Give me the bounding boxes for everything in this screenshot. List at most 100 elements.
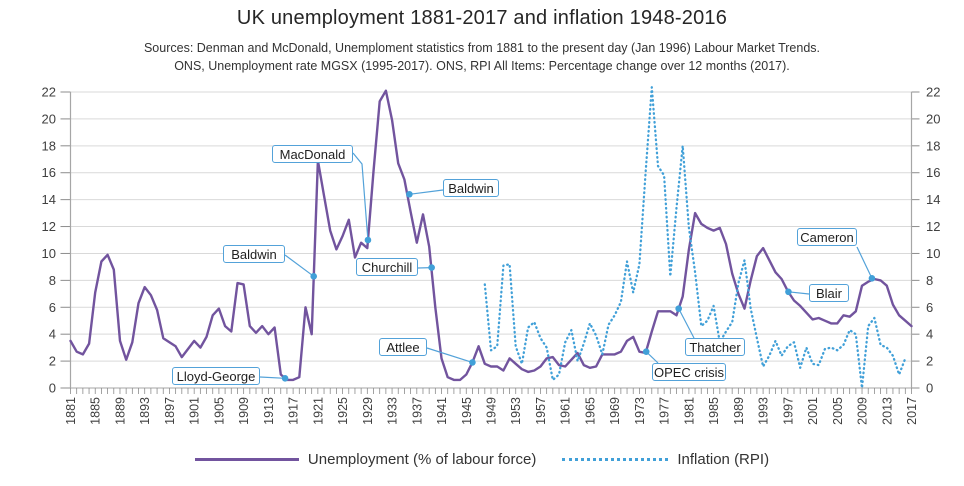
annotation-baldwin: Baldwin — [223, 245, 285, 263]
x-axis-label: 1969 — [608, 397, 622, 425]
y-axis-label-left: 10 — [42, 246, 56, 261]
x-axis-label: 1925 — [336, 397, 350, 425]
y-axis-label-right: 0 — [926, 381, 933, 396]
y-axis-label-left: 0 — [49, 381, 56, 396]
annotation-dot — [868, 275, 876, 282]
x-axis-label: 1921 — [311, 397, 325, 425]
x-axis-label: 2017 — [905, 397, 919, 425]
annotation-leader — [284, 254, 315, 277]
x-axis-label: 1913 — [262, 397, 276, 425]
y-axis-label-right: 18 — [926, 138, 940, 153]
annotation-dot — [310, 273, 318, 280]
annotation-churchill: Churchill — [356, 258, 418, 276]
annotation-macdonald: MacDonald — [272, 145, 353, 163]
y-axis-label-left: 22 — [42, 85, 56, 100]
y-axis-label-left: 2 — [49, 354, 56, 369]
unemployment-line-swatch — [194, 458, 299, 461]
annotation-dot — [281, 375, 289, 382]
x-axis-label: 1937 — [410, 397, 424, 425]
y-axis-label-left: 20 — [42, 111, 56, 126]
y-axis-label-left: 4 — [49, 327, 56, 342]
x-axis-label: 2009 — [856, 397, 870, 425]
y-axis-label-right: 16 — [926, 165, 940, 180]
annotation-lloyd-george: Lloyd-George — [172, 367, 260, 385]
chart-title: UK unemployment 1881-2017 and inflation … — [236, 7, 728, 29]
y-axis-label-right: 22 — [926, 85, 940, 100]
annotation-dot — [428, 264, 435, 271]
y-axis-label-right: 12 — [926, 219, 940, 234]
x-axis-label: 1881 — [64, 397, 78, 425]
annotation-thatcher: Thatcher — [685, 338, 745, 356]
y-axis-label-right: 2 — [926, 354, 933, 369]
inflation-line-swatch — [562, 458, 669, 461]
annotation-baldwin: Baldwin — [443, 179, 499, 197]
annotation-leader — [259, 376, 286, 379]
x-axis-label: 1889 — [113, 397, 127, 425]
y-axis-label-left: 6 — [49, 300, 56, 315]
legend-item-unemployment: Unemployment (% of labour force) — [194, 451, 537, 468]
x-axis-label: 1885 — [89, 397, 103, 425]
annotation-blair: Blair — [809, 284, 849, 302]
x-axis-label: 1997 — [781, 397, 795, 425]
x-axis-label: 1897 — [163, 397, 177, 425]
y-axis-label-right: 4 — [926, 327, 933, 342]
x-axis-label: 1981 — [682, 397, 696, 425]
x-axis-label: 1901 — [188, 397, 202, 425]
x-axis-label: 1905 — [212, 397, 226, 425]
annotation-dot — [675, 305, 682, 312]
inflation-series-line — [483, 86, 907, 390]
x-axis-label: 1949 — [485, 397, 499, 425]
annotation-leader — [856, 246, 873, 279]
y-axis-label-right: 6 — [926, 300, 933, 315]
x-axis-label: 2001 — [806, 397, 820, 425]
unemployment-series-line — [69, 89, 913, 382]
annotation-leader — [788, 291, 810, 295]
chart-subtitle-line1: Sources: Denman and McDonald, Unemplomen… — [143, 41, 821, 55]
x-axis-label: 1893 — [138, 397, 152, 425]
annotation-dot — [469, 359, 476, 366]
x-axis-label: 1945 — [460, 397, 474, 425]
x-axis-label: 1985 — [707, 397, 721, 425]
y-axis-label-right: 8 — [926, 273, 933, 288]
x-axis-label: 1973 — [633, 397, 647, 425]
x-axis-label: 1909 — [237, 397, 251, 425]
annotation-leader — [352, 152, 369, 241]
legend-item-inflation: Inflation (RPI) — [562, 451, 769, 468]
annotation-attlee: Attlee — [379, 338, 427, 356]
y-axis-label-left: 8 — [49, 273, 56, 288]
x-axis-label: 1961 — [559, 397, 573, 425]
legend-label-unemployment: Unemployment (% of labour force) — [307, 451, 537, 468]
x-axis-label: 2005 — [831, 397, 845, 425]
legend: Unemployment (% of labour force) Inflati… — [0, 451, 964, 468]
y-axis-label-left: 16 — [42, 165, 56, 180]
annotation-dot — [364, 236, 372, 244]
annotation-dot — [785, 288, 792, 296]
x-axis-label: 1993 — [757, 397, 771, 425]
annotation-leader — [409, 189, 444, 195]
legend-label-inflation: Inflation (RPI) — [677, 451, 770, 468]
y-axis-label-left: 12 — [42, 219, 56, 234]
annotation-dot — [406, 190, 413, 198]
y-axis-label-left: 14 — [42, 192, 56, 207]
y-axis-label-right: 20 — [926, 111, 940, 126]
x-axis-label: 1933 — [386, 397, 400, 425]
x-axis-label: 1957 — [534, 397, 548, 425]
chart-subtitle-line2: ONS, Unemployment rate MGSX (1995-2017).… — [174, 59, 790, 73]
annotation-opec-crisis: OPEC crisis — [652, 363, 726, 381]
annotation-cameron: Cameron — [797, 228, 857, 246]
annotation-leader — [678, 308, 695, 339]
annotation-dot — [642, 348, 650, 355]
x-axis-label: 1941 — [435, 397, 449, 425]
annotation-leader — [426, 347, 473, 363]
x-axis-label: 1953 — [509, 397, 523, 425]
x-axis-label: 1929 — [361, 397, 375, 425]
x-axis-label: 1917 — [287, 397, 301, 425]
x-axis-label: 1989 — [732, 397, 746, 425]
y-axis-label-right: 10 — [926, 246, 940, 261]
x-axis-label: 2013 — [880, 397, 894, 425]
y-axis-label-right: 14 — [926, 192, 940, 207]
x-axis-label: 1965 — [583, 397, 597, 425]
x-axis-label: 1977 — [658, 397, 672, 425]
